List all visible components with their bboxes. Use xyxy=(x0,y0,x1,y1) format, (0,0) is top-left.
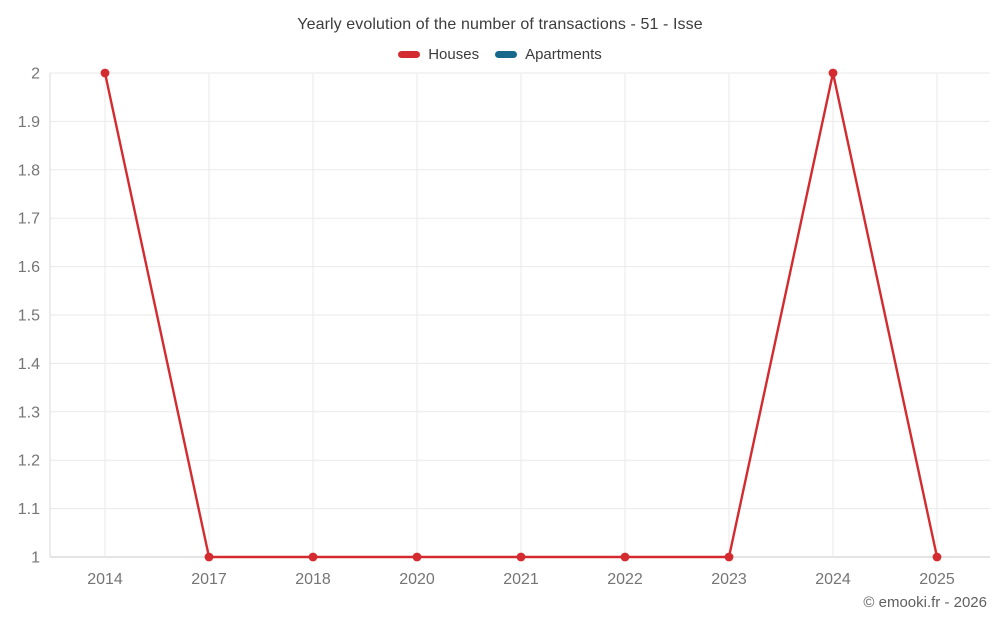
x-tick-label: 2022 xyxy=(607,571,643,588)
x-tick-label: 2017 xyxy=(191,571,227,588)
x-tick-label: 2018 xyxy=(295,571,331,588)
chart-title: Yearly evolution of the number of transa… xyxy=(297,16,703,33)
y-tick-label: 1.7 xyxy=(18,211,40,228)
legend: Houses Apartments xyxy=(0,46,1000,63)
x-tick-label: 2024 xyxy=(815,571,851,588)
x-tick-label: 2021 xyxy=(503,571,539,588)
x-tick-label: 2023 xyxy=(711,571,747,588)
legend-item-houses[interactable]: Houses xyxy=(398,46,479,63)
legend-swatch-apartments-icon xyxy=(495,51,518,58)
y-tick-label: 1.1 xyxy=(18,501,40,518)
y-tick-label: 1.3 xyxy=(18,404,40,421)
y-tick-label: 1.5 xyxy=(18,308,40,325)
legend-swatch-houses-icon xyxy=(398,51,421,58)
data-point-houses-2024[interactable] xyxy=(828,68,838,78)
x-tick-label: 2025 xyxy=(919,571,955,588)
y-tick-label: 1.4 xyxy=(18,356,40,373)
y-tick-label: 1.2 xyxy=(18,453,40,470)
y-tick-label: 1 xyxy=(31,550,40,567)
data-point-houses-2020[interactable] xyxy=(412,552,422,562)
y-tick-label: 1.8 xyxy=(18,162,40,179)
data-point-houses-2023[interactable] xyxy=(724,552,734,562)
x-tick-label: 2020 xyxy=(399,571,435,588)
legend-label-houses: Houses xyxy=(428,46,480,63)
data-point-houses-2022[interactable] xyxy=(620,552,630,562)
x-tick-label: 2014 xyxy=(87,571,123,588)
copyright-text: © emooki.fr - 2026 xyxy=(863,594,987,611)
y-tick-label: 2 xyxy=(31,66,40,83)
data-point-houses-2025[interactable] xyxy=(932,552,942,562)
data-point-houses-2017[interactable] xyxy=(204,552,214,562)
legend-label-apartments: Apartments xyxy=(525,46,602,63)
legend-item-apartments[interactable]: Apartments xyxy=(495,46,602,63)
y-tick-label: 1.6 xyxy=(18,259,40,276)
data-point-houses-2021[interactable] xyxy=(516,552,526,562)
data-point-houses-2014[interactable] xyxy=(100,68,110,78)
data-point-houses-2018[interactable] xyxy=(308,552,318,562)
y-tick-label: 1.9 xyxy=(18,114,40,131)
